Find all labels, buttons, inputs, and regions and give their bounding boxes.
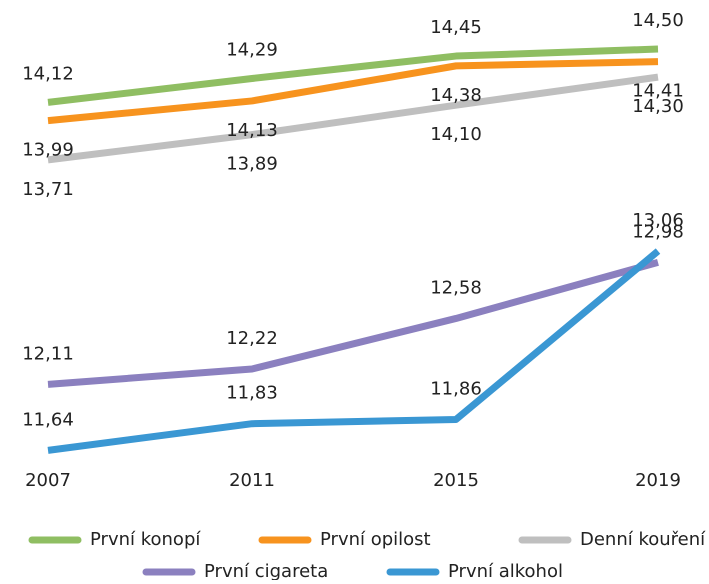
data-label: 11,86 — [430, 378, 482, 399]
x-tick-label: 2011 — [229, 470, 275, 491]
data-label: 14,29 — [226, 40, 278, 61]
data-label: 14,30 — [632, 96, 684, 117]
data-label: 14,13 — [226, 120, 278, 141]
series-line — [47, 73, 659, 164]
data-label: 12,22 — [226, 328, 278, 349]
legend-label: Denní kouření — [580, 529, 706, 550]
data-label: 14,50 — [632, 10, 684, 31]
data-label: 14,12 — [22, 63, 74, 84]
legend-label: První opilost — [320, 529, 431, 550]
x-tick-label: 2007 — [25, 470, 71, 491]
series-line — [47, 248, 661, 454]
data-label: 14,38 — [430, 85, 482, 106]
data-label: 14,10 — [430, 124, 482, 145]
data-label: 14,45 — [430, 17, 482, 38]
data-label: 13,99 — [22, 140, 74, 161]
data-label: 12,98 — [632, 221, 684, 242]
x-tick-label: 2015 — [433, 470, 479, 491]
data-label: 11,64 — [22, 409, 74, 430]
legend-label: První alkohol — [448, 561, 563, 580]
data-label: 11,83 — [226, 383, 278, 404]
data-label: 14,41 — [632, 81, 684, 102]
data-label: 12,58 — [430, 277, 482, 298]
series-line — [47, 45, 659, 106]
data-label: 13,89 — [226, 154, 278, 175]
series-line — [47, 58, 659, 125]
data-label: 13,71 — [22, 179, 74, 200]
legend-label: První konopí — [90, 529, 201, 550]
x-tick-label: 2019 — [635, 470, 681, 491]
data-label: 13,06 — [632, 210, 684, 231]
data-label: 12,11 — [22, 343, 74, 364]
series-line — [47, 258, 659, 388]
legend-label: První cigareta — [204, 561, 328, 580]
